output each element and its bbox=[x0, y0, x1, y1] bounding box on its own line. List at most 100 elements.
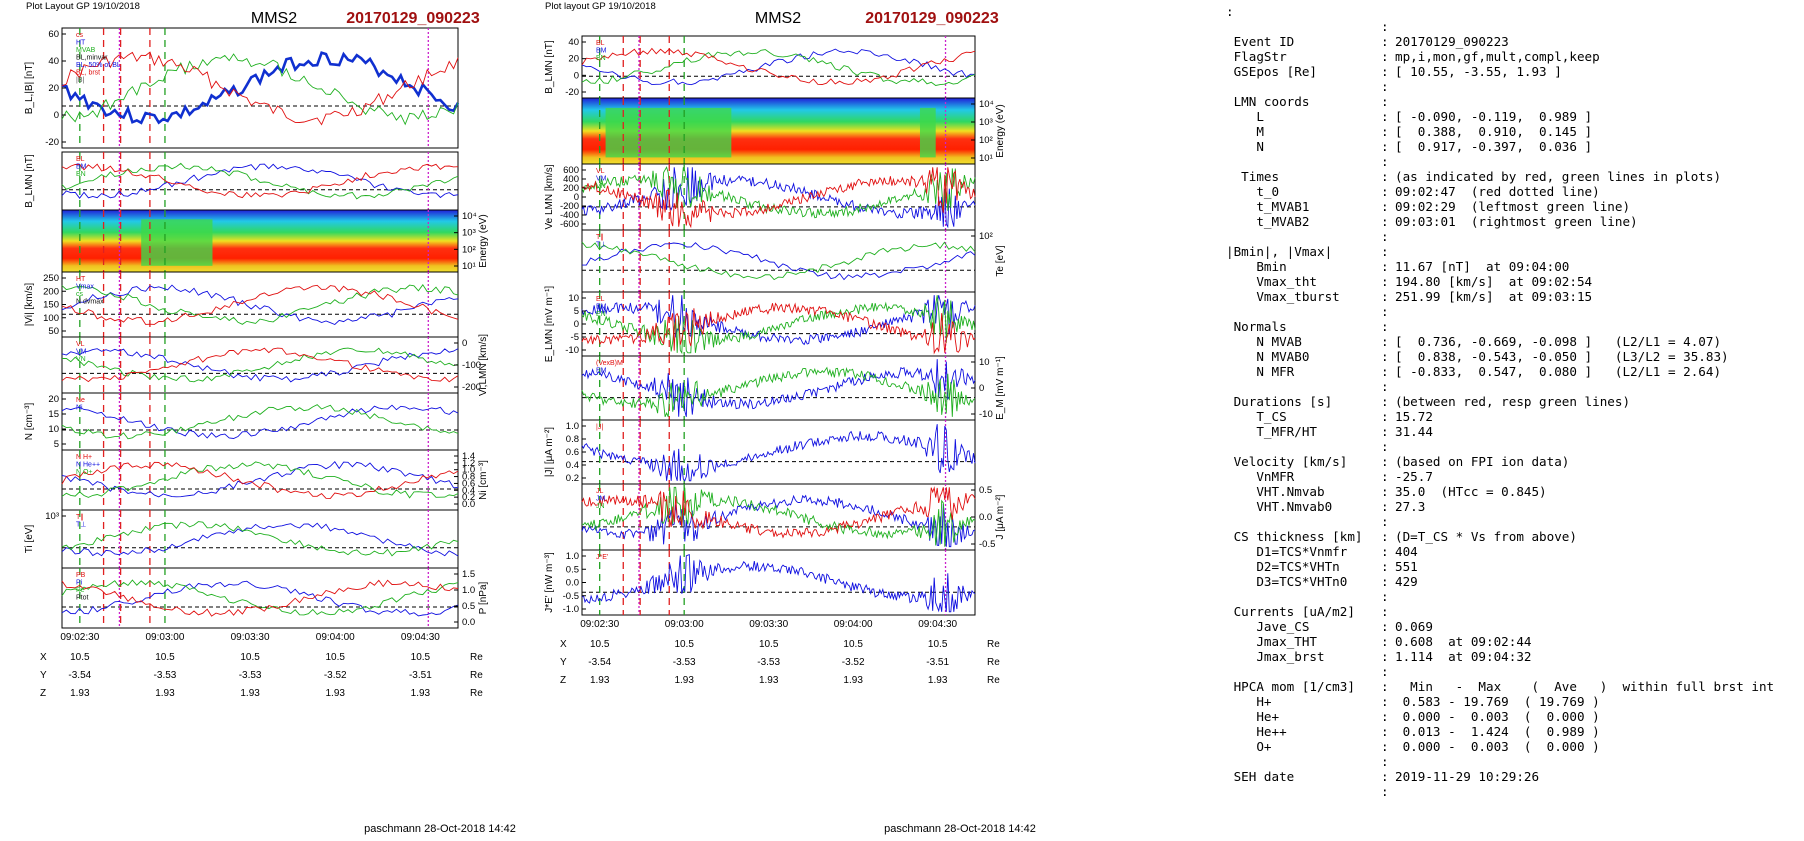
summary-key: He++ bbox=[1226, 724, 1287, 739]
summary-value: [ 10.55, -3.55, 1.93 ] bbox=[1395, 64, 1562, 79]
panel-ylabel: E_LMN [mV m⁻¹] bbox=[544, 286, 555, 363]
tick-label: 0 bbox=[979, 383, 984, 394]
position-value: -3.52 bbox=[324, 670, 347, 681]
summary-colon: : bbox=[1381, 274, 1389, 289]
summary-colon: : bbox=[1381, 589, 1389, 604]
summary-key: T_MFR/HT bbox=[1226, 424, 1317, 439]
tick-label: 0.0 bbox=[462, 499, 475, 510]
summary-key bbox=[1226, 79, 1381, 94]
summary-value: 251.99 [km/s] at 09:03:15 bbox=[1395, 289, 1593, 304]
summary-key: Bmin bbox=[1226, 259, 1287, 274]
summary-row: Jmax_THT:0.608 at 09:02:44 bbox=[1226, 634, 1800, 649]
tick-label: 0.5 bbox=[979, 485, 992, 496]
event-summary: :: Event ID:20170129_090223 FlagStr: mp,i… bbox=[1226, 4, 1800, 804]
summary-colon: : bbox=[1381, 484, 1389, 499]
trace-line bbox=[581, 167, 976, 229]
summary-key: O+ bbox=[1226, 739, 1272, 754]
position-value: 10.5 bbox=[843, 639, 863, 650]
summary-key: D3=TCS*VHTn0 bbox=[1226, 574, 1348, 589]
trace-line bbox=[581, 48, 976, 86]
legend-entry: T∥ bbox=[76, 513, 84, 521]
legend-entry: HT bbox=[76, 40, 86, 47]
trace-line bbox=[581, 295, 976, 355]
panel-ylabel: Ve LMN [km/s] bbox=[544, 164, 555, 229]
tick-label: 10 bbox=[979, 357, 990, 368]
position-value: 1.93 bbox=[674, 675, 694, 686]
summary-key bbox=[1226, 514, 1381, 529]
summary-key: N MVAB0 bbox=[1226, 349, 1310, 364]
tick-label: 10² bbox=[462, 244, 476, 255]
summary-key: Jmax_THT bbox=[1226, 634, 1317, 649]
legend-entry: JM bbox=[596, 496, 606, 503]
summary-value: -25.7 bbox=[1395, 469, 1433, 484]
legend-entry: PB bbox=[76, 572, 86, 579]
panel-7 bbox=[61, 449, 459, 511]
tick-label: -400 bbox=[560, 210, 579, 221]
position-row-label: Z bbox=[560, 675, 566, 686]
time-tick-label: 09:04:30 bbox=[918, 619, 957, 630]
time-tick-label: 09:04:30 bbox=[401, 632, 440, 643]
summary-row: t_0:09:02:47 (red dotted line) bbox=[1226, 184, 1800, 199]
tick-label: 0 bbox=[574, 192, 579, 203]
panel-8 bbox=[581, 483, 976, 551]
summary-row: t_MVAB1:09:02:29 (leftmost green line) bbox=[1226, 199, 1800, 214]
summary-row: He+: 0.000 - 0.003 ( 0.000 ) bbox=[1226, 709, 1800, 724]
summary-colon: : bbox=[1381, 619, 1389, 634]
summary-key: VHT.Nmvab bbox=[1226, 484, 1325, 499]
summary-value: (as indicated by red, green lines in plo… bbox=[1395, 169, 1722, 184]
time-tick-label: 09:03:00 bbox=[145, 632, 184, 643]
summary-key: N MVAB bbox=[1226, 334, 1302, 349]
summary-colon: : bbox=[1381, 604, 1389, 619]
summary-colon: : bbox=[1381, 574, 1389, 589]
legend-entry: T⊥ bbox=[76, 522, 86, 529]
tick-label: 0.0 bbox=[979, 512, 992, 523]
summary-value: 27.3 bbox=[1395, 499, 1426, 514]
summary-key: Jave_CS bbox=[1226, 619, 1310, 634]
summary-colon: : bbox=[1381, 349, 1389, 364]
summary-key: Currents [uA/m2] bbox=[1226, 604, 1355, 619]
panel-ylabel: J [μA m⁻²] bbox=[995, 494, 1006, 539]
tick-label: 40 bbox=[568, 37, 579, 48]
summary-value: 0.000 - 0.003 ( 0.000 ) bbox=[1395, 709, 1600, 724]
summary-colon: : bbox=[1381, 124, 1389, 139]
summary-row: Times: (as indicated by red, green lines … bbox=[1226, 169, 1800, 184]
legend-entry: EM bbox=[596, 304, 607, 311]
trace-line bbox=[581, 47, 976, 85]
position-value: 10.5 bbox=[240, 652, 260, 663]
panel-5 bbox=[581, 291, 976, 357]
summary-key bbox=[1226, 754, 1381, 769]
legend-entry: EM bbox=[596, 368, 607, 375]
trace-line bbox=[61, 53, 459, 126]
panel-frame bbox=[61, 509, 459, 569]
panel-frame bbox=[61, 271, 459, 338]
panel-1 bbox=[61, 27, 460, 149]
panel-frame bbox=[61, 336, 459, 394]
legend-entry: cs bbox=[76, 291, 84, 298]
panel-1 bbox=[581, 35, 976, 99]
summary-value: [ 0.917, -0.397, 0.036 ] bbox=[1395, 139, 1593, 154]
summary-key bbox=[1226, 154, 1381, 169]
legend-entry: VN bbox=[596, 183, 606, 190]
trace-line bbox=[581, 424, 976, 482]
position-row-label: Z bbox=[40, 688, 46, 699]
summary-colon: : bbox=[1381, 319, 1389, 334]
legend-entry: cs bbox=[76, 32, 84, 39]
layout-label: Plot layout GP 19/10/2018 bbox=[545, 1, 656, 12]
summary-row: VHT.Nmvab:35.0 (HTcc = 0.845) bbox=[1226, 484, 1800, 499]
summary-key: T_CS bbox=[1226, 409, 1287, 424]
summary-colon: : bbox=[1381, 739, 1389, 754]
panel-frame bbox=[61, 392, 459, 451]
summary-colon: : bbox=[1381, 529, 1389, 544]
summary-colon: : bbox=[1381, 229, 1389, 244]
panel-frame bbox=[61, 27, 459, 149]
summary-row: VHT.Nmvab0:27.3 bbox=[1226, 499, 1800, 514]
legend-entry: Ne bbox=[76, 397, 85, 404]
legend-entry: BL, brst bbox=[76, 70, 100, 77]
panel-frame bbox=[61, 449, 459, 511]
summary-value: 194.80 [km/s] at 09:02:54 bbox=[1395, 274, 1593, 289]
tick-label: 10 bbox=[48, 424, 59, 435]
summary-key: Times bbox=[1226, 169, 1280, 184]
trace-line bbox=[581, 167, 976, 229]
summary-row: D3=TCS*VHTn0:429 bbox=[1226, 574, 1800, 589]
summary-value: (based on FPI ion data) bbox=[1395, 454, 1570, 469]
